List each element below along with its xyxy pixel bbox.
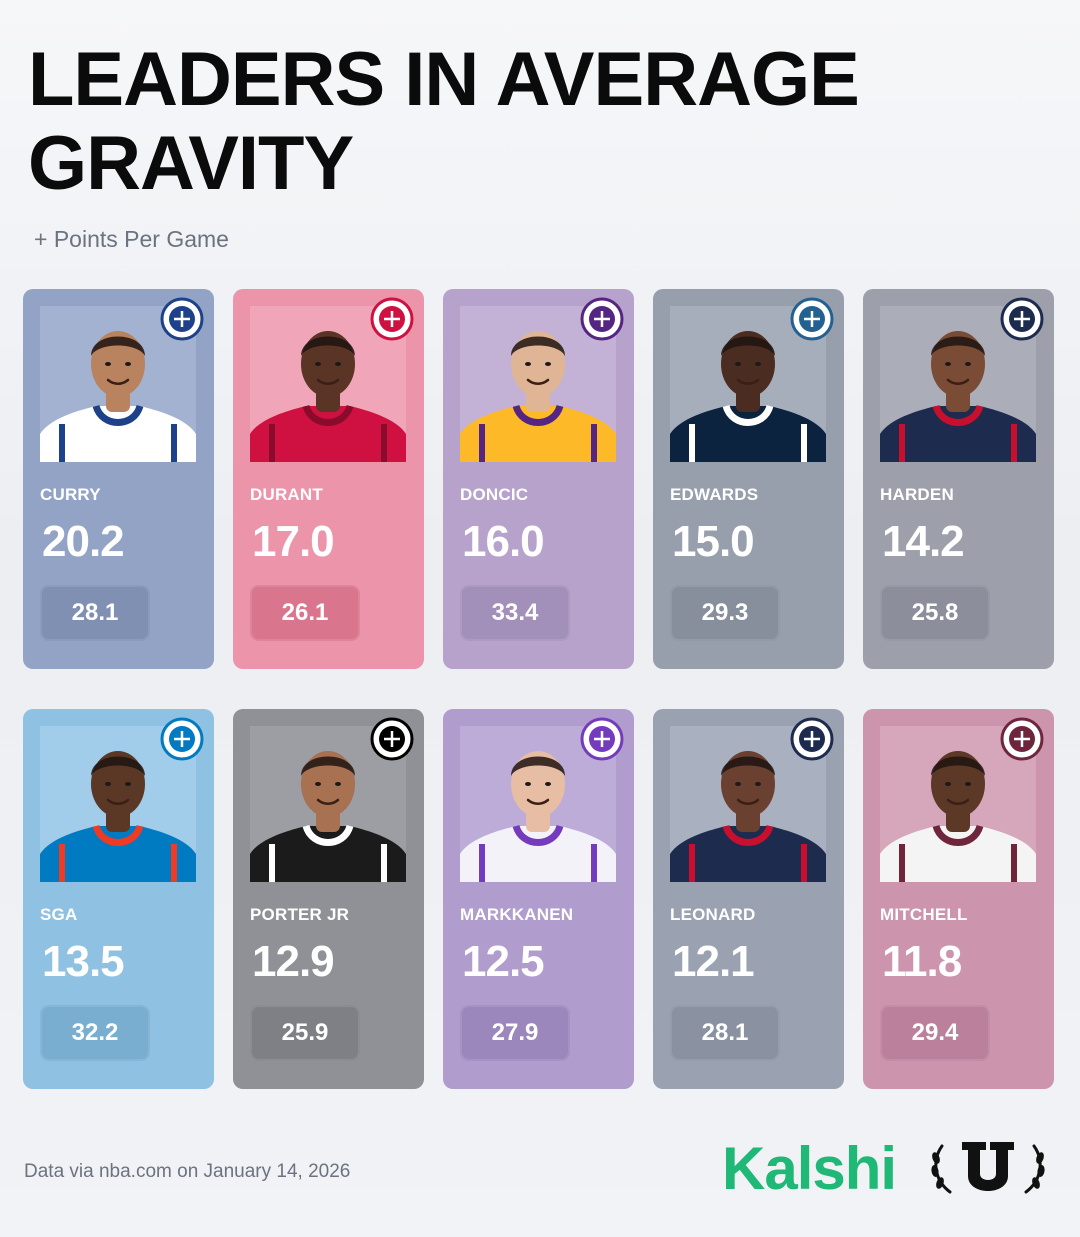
player-name: CURRY xyxy=(40,485,101,504)
player-photo xyxy=(670,726,826,882)
jazz-logo-icon xyxy=(580,717,624,761)
gravity-value: 17.0 xyxy=(252,517,335,566)
clippers-logo-icon xyxy=(1000,297,1044,341)
warriors-logo-icon xyxy=(160,297,204,341)
gravity-value: 13.5 xyxy=(42,937,125,986)
player-name: PORTER JR xyxy=(250,905,350,924)
player-name: EDWARDS xyxy=(670,485,759,504)
gravity-value: 12.1 xyxy=(672,937,755,986)
data-source-note: Data via nba.com on January 14, 2026 xyxy=(24,1161,351,1182)
player-photo xyxy=(880,726,1036,882)
player-name: DONCIC xyxy=(460,485,529,504)
thunder-logo-icon xyxy=(160,717,204,761)
player-name: LEONARD xyxy=(670,905,756,924)
ppg-badge: 27.9 xyxy=(460,1005,570,1061)
cavaliers-logo-icon xyxy=(1000,717,1044,761)
ppg-badge: 25.8 xyxy=(880,585,990,641)
ppg-badge: 28.1 xyxy=(40,585,150,641)
player-card: PORTER JR 12.9 25.9 xyxy=(233,709,424,1089)
gravity-value: 11.8 xyxy=(882,937,962,986)
gravity-value: 16.0 xyxy=(462,517,545,566)
player-name: DURANT xyxy=(250,485,323,504)
player-card: MARKKANEN 12.5 27.9 xyxy=(443,709,634,1089)
ppg-badge: 29.3 xyxy=(670,585,780,641)
page-title: LEADERS IN AVERAGE GRAVITY xyxy=(28,37,860,206)
ppg-badge: 26.1 xyxy=(250,585,360,641)
rockets-logo-icon xyxy=(370,297,414,341)
kalshi-logo: Kalshi xyxy=(722,1135,897,1202)
player-photo xyxy=(460,726,616,882)
nets-logo-icon xyxy=(370,717,414,761)
player-grid: CURRY 20.2 28.1 DURANT 17.0 26.1 DONCIC … xyxy=(23,289,1057,1089)
player-card: EDWARDS 15.0 29.3 xyxy=(653,289,844,669)
timberwolves-logo-icon xyxy=(790,297,834,341)
clippers-logo-icon xyxy=(790,717,834,761)
player-card: DURANT 17.0 26.1 xyxy=(233,289,424,669)
player-card: CURRY 20.2 28.1 xyxy=(23,289,214,669)
gravity-value: 12.9 xyxy=(252,937,335,986)
player-card: DONCIC 16.0 33.4 xyxy=(443,289,634,669)
player-card: SGA 13.5 32.2 xyxy=(23,709,214,1089)
player-name: SGA xyxy=(40,905,78,924)
player-name: MARKKANEN xyxy=(460,905,574,924)
gravity-value: 12.5 xyxy=(462,937,545,986)
ppg-badge: 25.9 xyxy=(250,1005,360,1061)
lakers-logo-icon xyxy=(580,297,624,341)
player-name: MITCHELL xyxy=(880,905,968,924)
gravity-value: 14.2 xyxy=(882,517,965,566)
player-photo xyxy=(250,726,406,882)
player-card: MITCHELL 11.8 29.4 xyxy=(863,709,1054,1089)
ppg-badge: 32.2 xyxy=(40,1005,150,1061)
ppg-badge: 28.1 xyxy=(670,1005,780,1061)
laurel-u-logo-icon xyxy=(928,1136,1048,1202)
player-card: HARDEN 14.2 25.8 xyxy=(863,289,1054,669)
player-name: HARDEN xyxy=(880,485,954,504)
player-card: LEONARD 12.1 28.1 xyxy=(653,709,844,1089)
page-subtitle: + Points Per Game xyxy=(34,226,229,252)
player-photo xyxy=(40,726,196,882)
gravity-value: 20.2 xyxy=(42,517,125,566)
ppg-badge: 33.4 xyxy=(460,585,570,641)
gravity-value: 15.0 xyxy=(672,517,755,566)
ppg-badge: 29.4 xyxy=(880,1005,990,1061)
